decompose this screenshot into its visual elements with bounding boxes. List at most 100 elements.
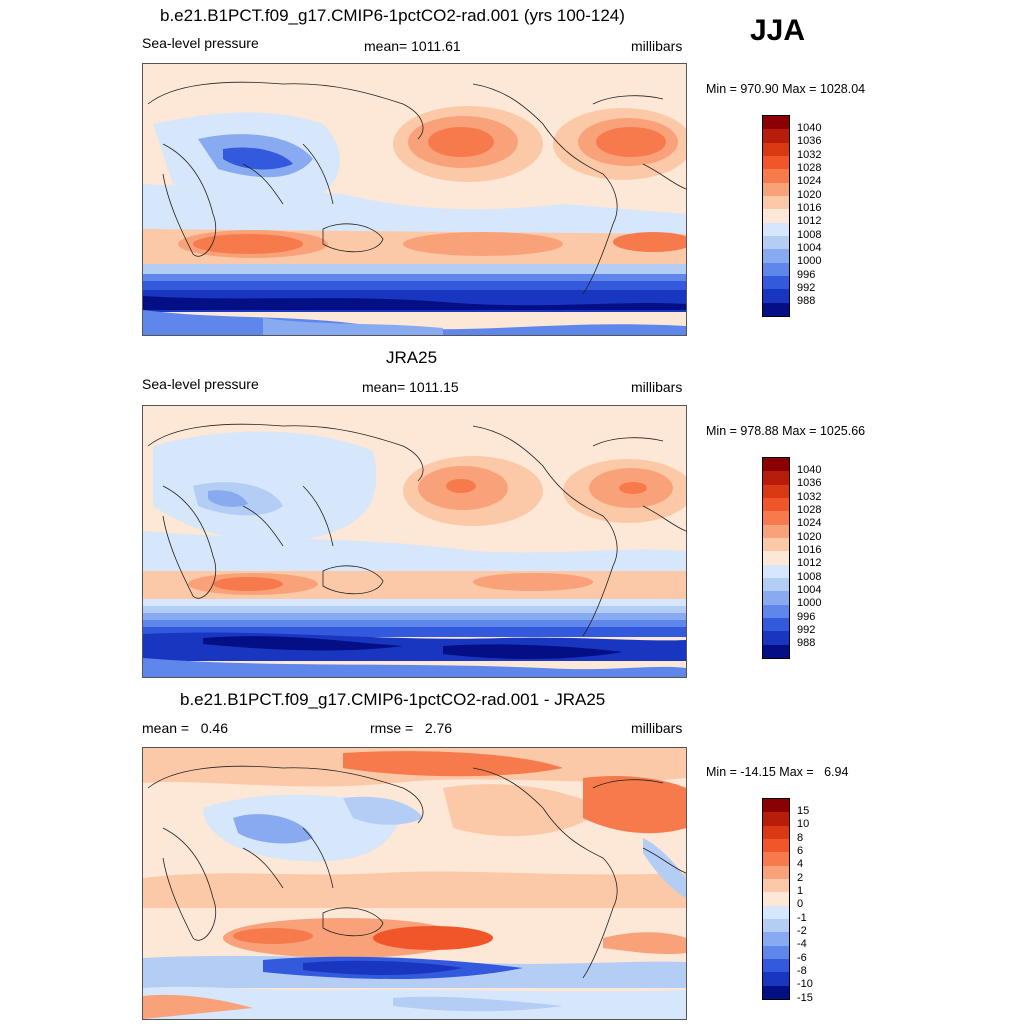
colorbar-swatch (763, 169, 789, 183)
panel3-title: b.e21.B1PCT.f09_g17.CMIP6-1pctCO2-rad.00… (180, 690, 606, 709)
panel1-title: b.e21.B1PCT.f09_g17.CMIP6-1pctCO2-rad.00… (160, 6, 625, 25)
colorbar-label: 1016 (797, 201, 822, 214)
colorbar-swatch (763, 524, 789, 538)
colorbar-label: 1000 (797, 255, 822, 268)
colorbar-swatch (763, 537, 789, 552)
colorbar-swatch (763, 195, 789, 210)
colorbar-swatch (763, 892, 789, 906)
colorbar-label: 1024 (797, 175, 822, 188)
panel3-map (142, 747, 687, 1020)
panel1-mean-label: mean= 1011.61 (364, 38, 461, 54)
colorbar-swatch (763, 289, 789, 303)
colorbar-label: 1008 (797, 570, 822, 583)
panel2-map (142, 405, 687, 678)
colorbar-swatch (763, 249, 789, 263)
colorbar-label: -8 (797, 964, 807, 977)
colorbar-label: 6 (797, 844, 804, 857)
colorbar-label: 1020 (797, 530, 822, 543)
colorbar-swatch (763, 497, 789, 512)
colorbar-label: 1000 (797, 597, 822, 610)
panel2-variable-label: Sea-level pressure (142, 376, 259, 392)
colorbar-swatch (763, 182, 789, 196)
colorbar-swatch (763, 262, 789, 276)
panel2-units-label: millibars (631, 379, 683, 395)
colorbar-swatch (763, 932, 789, 946)
colorbar-swatch (763, 878, 789, 893)
colorbar-swatch (763, 852, 789, 866)
colorbar-label: 1024 (797, 517, 822, 530)
colorbar-swatch (763, 302, 789, 316)
colorbar-swatch (763, 604, 789, 618)
colorbar-swatch (763, 838, 789, 853)
colorbar-swatch (763, 799, 789, 813)
colorbar-label: 0 (797, 898, 804, 911)
panel1-colorbar (762, 115, 790, 317)
colorbar-label: 996 (797, 610, 816, 623)
panel3-colorbar-labels: 15 10 8 6 4 2 1 0 -1 -2 -4 -6 -8 -10 -15 (797, 805, 813, 1005)
colorbar-label: 1040 (797, 122, 822, 134)
panel2-minmax: Min = 978.88 Max = 1025.66 (706, 424, 866, 438)
colorbar-swatch (763, 985, 789, 999)
panel1-variable-label: Sea-level pressure (142, 35, 259, 51)
panel1-colorbar-labels: 1040 1036 1032 1028 1024 1020 1016 1012 … (797, 122, 821, 309)
colorbar-label: 1004 (797, 583, 822, 596)
colorbar-swatch (763, 865, 789, 879)
panel2-mean-label: mean= 1011.15 (362, 379, 459, 395)
colorbar-label: 992 (797, 623, 816, 636)
colorbar-label: -10 (797, 978, 813, 991)
colorbar-swatch (763, 222, 789, 236)
colorbar-label: 988 (797, 295, 816, 308)
colorbar-label: 1020 (797, 188, 822, 201)
colorbar-label: 1008 (797, 228, 822, 241)
colorbar-label: 996 (797, 268, 816, 281)
colorbar-swatch (763, 958, 789, 973)
colorbar-swatch (763, 275, 789, 290)
colorbar-label: 1036 (797, 135, 822, 148)
colorbar-swatch (763, 564, 789, 578)
panel3-rmse-label: rmse = 2.76 (370, 720, 453, 736)
colorbar-label: 992 (797, 281, 816, 294)
panel2-colorbar-labels: 1040 1036 1032 1028 1024 1020 1016 1012 … (797, 464, 821, 651)
colorbar-swatch (763, 142, 789, 156)
colorbar-swatch (763, 116, 789, 130)
colorbar-label: 10 (797, 818, 810, 831)
colorbar-label: 2 (797, 871, 804, 884)
colorbar-label: -15 (797, 991, 813, 1004)
colorbar-label: -4 (797, 938, 807, 951)
colorbar-label: 1012 (797, 215, 822, 228)
colorbar-label: -6 (797, 951, 807, 964)
colorbar-swatch (763, 577, 789, 592)
colorbar-label: 1016 (797, 543, 822, 556)
colorbar-label: 988 (797, 637, 816, 650)
colorbar-swatch (763, 155, 789, 170)
colorbar-swatch (763, 812, 789, 826)
colorbar-swatch (763, 945, 789, 959)
colorbar-label: -2 (797, 924, 807, 937)
colorbar-label: 1040 (797, 464, 822, 476)
panel1-units-label: millibars (631, 38, 683, 54)
colorbar-label: 1004 (797, 241, 822, 254)
panel2-colorbar (762, 457, 790, 659)
colorbar-swatch (763, 918, 789, 933)
colorbar-swatch (763, 825, 789, 839)
colorbar-swatch (763, 235, 789, 250)
colorbar-swatch (763, 905, 789, 919)
panel3-colorbar (762, 798, 790, 1000)
panel2-title: JRA25 (386, 348, 438, 367)
colorbar-swatch (763, 972, 789, 986)
panel1-map (142, 63, 687, 336)
colorbar-label: 1028 (797, 503, 822, 516)
colorbar-swatch (763, 644, 789, 658)
colorbar-swatch (763, 129, 789, 143)
colorbar-swatch (763, 617, 789, 632)
colorbar-label: -1 (797, 911, 807, 924)
colorbar-label: 1036 (797, 477, 822, 490)
colorbar-swatch (763, 511, 789, 525)
colorbar-swatch (763, 471, 789, 485)
colorbar-swatch (763, 209, 789, 223)
panel1-minmax: Min = 970.90 Max = 1028.04 (706, 82, 866, 96)
colorbar-swatch (763, 458, 789, 472)
colorbar-label: 1028 (797, 161, 822, 174)
colorbar-swatch (763, 591, 789, 605)
season-label: JJA (750, 14, 806, 47)
